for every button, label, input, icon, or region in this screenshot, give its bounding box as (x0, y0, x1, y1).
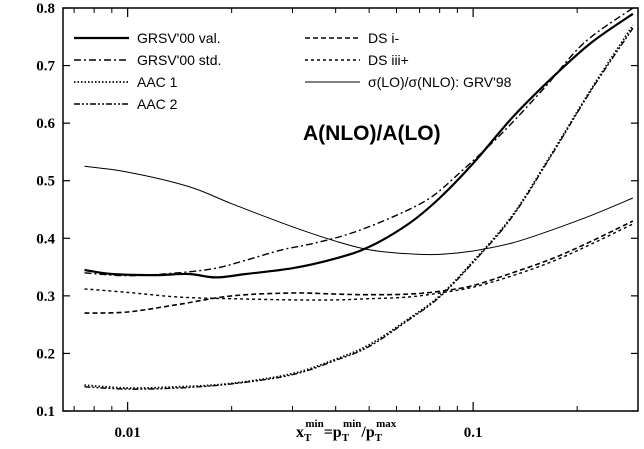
x-tick-label: 0.01 (115, 425, 141, 441)
x-label-base: x (296, 424, 304, 441)
x-label-sup3: max (376, 418, 397, 430)
series-layer (84, 8, 634, 390)
legend-label-ds-i-minus: DS i- (368, 30, 399, 46)
series-line-grsv00-val (84, 12, 634, 279)
y-tick-label: 0.6 (36, 116, 55, 132)
y-tick-label: 0.2 (36, 346, 55, 362)
x-label-slash: /p (360, 424, 374, 441)
series-line-grv98-ratio (84, 165, 634, 256)
x-label-sub3: T (375, 432, 383, 444)
y-tick-label: 0.4 (36, 231, 55, 247)
chart-annotation: A(NLO)/A(LO) (303, 122, 441, 145)
x-label-sub2: T (342, 432, 350, 444)
y-tick-label: 0.3 (36, 289, 55, 305)
legend: GRSV'00 val. GRSV'00 std. AAC 1 AAC 2 DS i- D… (74, 30, 512, 112)
plot-frame (62, 7, 639, 412)
series-line-ds-i-minus (84, 220, 634, 314)
axis-ticks: 0.1 0.2 0.3 0.4 0.5 0.6 0.7 0.8 0.01 0.1 (36, 1, 639, 441)
x-axis-label: xTmin=pTmin/pTmax (296, 418, 397, 444)
legend-label-ds-iii-plus: DS iii+ (368, 52, 409, 68)
series-line-grsv00-std (84, 8, 634, 277)
legend-label-grv98-ratio: σ(LO)/σ(NLO): GRV'98 (368, 74, 512, 90)
legend-label-aac1: AAC 1 (137, 74, 178, 90)
x-label-eq: =p (324, 424, 342, 441)
legend-label-grsv00-val: GRSV'00 val. (137, 30, 221, 46)
x-tick-label: 0.1 (464, 425, 483, 441)
legend-label-aac2: AAC 2 (137, 96, 178, 112)
y-tick-label: 0.5 (36, 174, 55, 190)
x-label-sub1: T (304, 432, 312, 444)
y-tick-label: 0.8 (36, 1, 55, 17)
x-label-sup1: min (305, 418, 323, 430)
x-label-sup2: min (343, 418, 361, 430)
legend-label-grsv00-std: GRSV'00 std. (137, 52, 221, 68)
y-tick-label: 0.1 (36, 404, 55, 420)
series-line-aac2 (84, 27, 634, 390)
series-line-ds-iii-plus (84, 223, 634, 301)
y-tick-label: 0.7 (36, 59, 55, 75)
